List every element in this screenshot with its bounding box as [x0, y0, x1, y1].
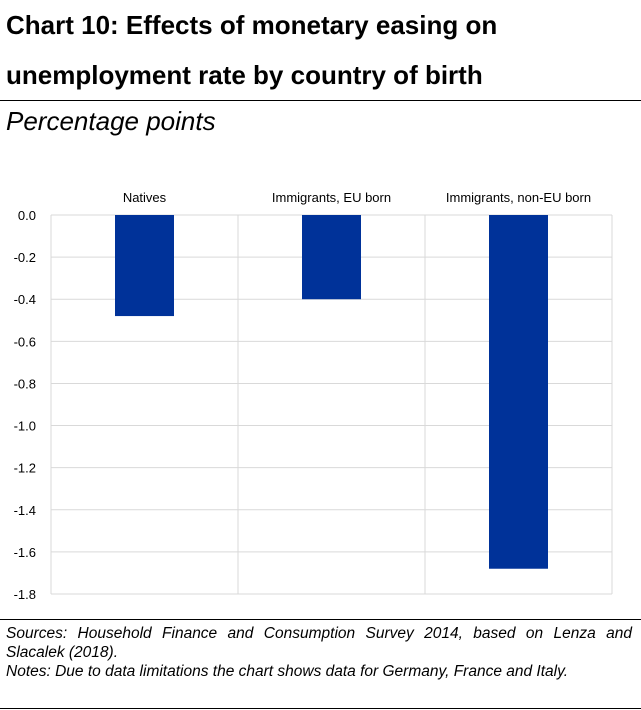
chart-subtitle: Percentage points	[6, 106, 216, 136]
y-tick-label: 0.0	[18, 208, 36, 223]
y-tick-label: -1.2	[14, 461, 36, 476]
chart-title: Chart 10: Effects of monetary easing on …	[6, 10, 498, 90]
bottom-rule	[0, 708, 641, 709]
category-label: Natives	[123, 190, 167, 205]
y-tick-label: -1.4	[14, 503, 36, 518]
bar-chart: 0.0 -0.2 -0.4 -0.6 -0.8 -1.0 -1.2 -1.4 -1.6 -1.8 N…	[14, 190, 613, 602]
y-tick-label: -1.0	[14, 419, 36, 434]
y-tick-label: -0.8	[14, 376, 36, 391]
sources-text: Sources: Household Finance and Consumpti…	[6, 625, 632, 661]
y-tick-label: -0.6	[14, 334, 36, 349]
y-tick-label: -1.6	[14, 545, 36, 560]
category-label: Immigrants, non-EU born	[446, 190, 591, 205]
bar	[489, 215, 548, 569]
bar	[115, 215, 174, 317]
y-tick-label: -0.4	[14, 292, 36, 307]
title-rule	[0, 100, 641, 101]
bar	[302, 215, 361, 300]
notes-block: Sources: Household Finance and Consumpti…	[6, 624, 632, 681]
category-label: Immigrants, EU born	[272, 190, 391, 205]
y-tick-label: -1.8	[14, 587, 36, 602]
notes-text: Notes: Due to data limitations the chart…	[6, 663, 568, 680]
notes-rule	[0, 619, 641, 620]
y-tick-label: -0.2	[14, 250, 36, 265]
